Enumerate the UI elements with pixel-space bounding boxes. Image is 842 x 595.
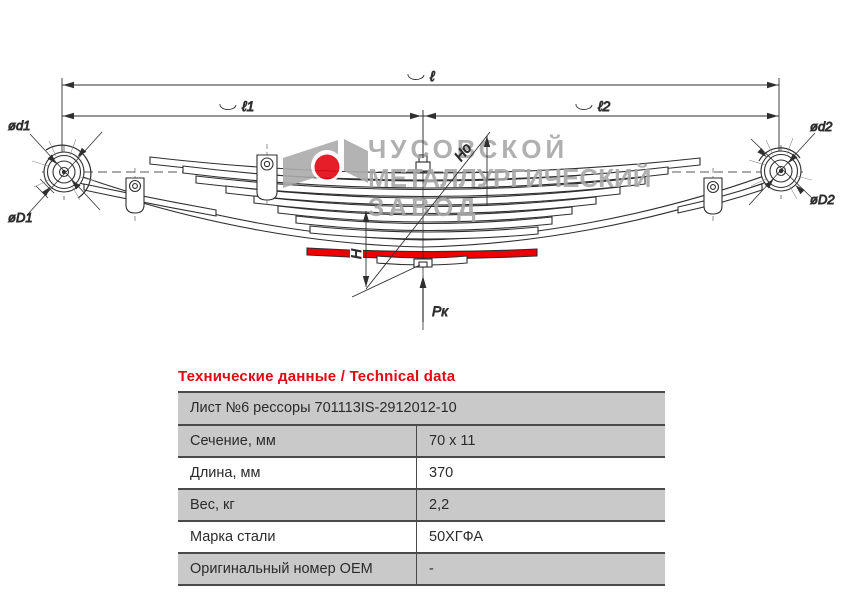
row-label: Сечение, мм — [190, 433, 276, 449]
center-bolt-head-bottom2 — [418, 261, 428, 268]
dimension-l: ℓ — [62, 68, 779, 89]
leaf-spring-drawing: ЧУСОВСКОЙ МЕТАЛЛУРГИЧЕСКИЙ ЗАВОД ℓ — [8, 68, 836, 330]
row-value: 370 — [416, 458, 665, 488]
watermark-logo: ЧУСОВСКОЙ МЕТАЛЛУРГИЧЕСКИЙ ЗАВОД — [283, 134, 651, 222]
leaf-7 — [277, 205, 573, 223]
right-eye — [748, 132, 816, 206]
dim-label-l: ℓ — [429, 68, 435, 84]
spring-schematic-svg: ЧУСОВСКОЙ МЕТАЛЛУРГИЧЕСКИЙ ЗАВОД ℓ — [8, 68, 836, 330]
row-label: Марка стали — [190, 529, 276, 545]
table-header-row: Лист №6 рессоры 701113IS-2912012-10 — [178, 393, 665, 426]
row-value: - — [416, 554, 665, 584]
watermark-line1: ЧУСОВСКОЙ — [368, 134, 568, 164]
leaf-5 — [225, 185, 621, 206]
dim-label-Pk: Рк — [432, 303, 449, 319]
leaf-4 — [195, 175, 646, 198]
row-value: 50ХГФА — [416, 522, 665, 552]
clamp-left-inner — [256, 144, 278, 208]
row-label: Оригинальный номер OEM — [190, 561, 373, 577]
row-label: Длина, мм — [190, 465, 261, 481]
dim-label-d2: ød2 — [810, 119, 833, 134]
row-value: 70 x 11 — [416, 426, 665, 456]
bolt-leader-line — [351, 264, 421, 298]
leaf-6 — [253, 195, 597, 215]
logo-red-dot — [314, 154, 340, 180]
table-row: Вес, кг 2,2 — [178, 490, 665, 522]
leaf-9 — [309, 225, 539, 240]
highlighted-leaf — [306, 247, 538, 260]
table-row: Длина, мм 370 — [178, 458, 665, 490]
left-eye — [27, 131, 103, 215]
row-value: 2,2 — [416, 490, 665, 520]
dim-label-l2: ℓ2 — [597, 98, 611, 114]
spring-clamps — [125, 144, 723, 224]
clamp-left-outer — [125, 168, 145, 222]
table-row: Оригинальный номер OEM - — [178, 554, 665, 586]
logo-mark-right — [344, 139, 368, 183]
dim-label-D2: øD2 — [810, 192, 835, 207]
dim-label-H: Н — [348, 248, 364, 259]
watermark-line3: ЗАВОД — [368, 192, 480, 222]
left-wrapper-leaf — [83, 183, 217, 217]
dimension-H: Н — [348, 211, 370, 287]
dimension-l1-l2: ℓ1 ℓ2 — [62, 98, 779, 120]
table-row: Марка стали 50ХГФА — [178, 522, 665, 554]
dimensions: ℓ ℓ1 ℓ2 Н — [8, 68, 836, 330]
row-label: Вес, кг — [190, 497, 235, 513]
clamp-right — [703, 168, 723, 224]
watermark-line2: МЕТАЛЛУРГИЧЕСКИЙ — [368, 163, 651, 193]
leaf-3 — [182, 165, 669, 189]
dim-label-l1: ℓ1 — [241, 98, 254, 114]
left-eye-wrap — [45, 144, 92, 199]
load-arrow-Pk: Рк — [419, 268, 450, 330]
tech-data-table: Лист №6 рессоры 701113IS-2912012-10 Сече… — [178, 391, 665, 586]
dim-label-d1: ød1 — [8, 118, 30, 133]
dim-label-D1: øD1 — [8, 210, 33, 225]
table-row: Сечение, мм 70 x 11 — [178, 426, 665, 458]
tech-data-title: Технические данные / Technical data — [178, 368, 456, 385]
